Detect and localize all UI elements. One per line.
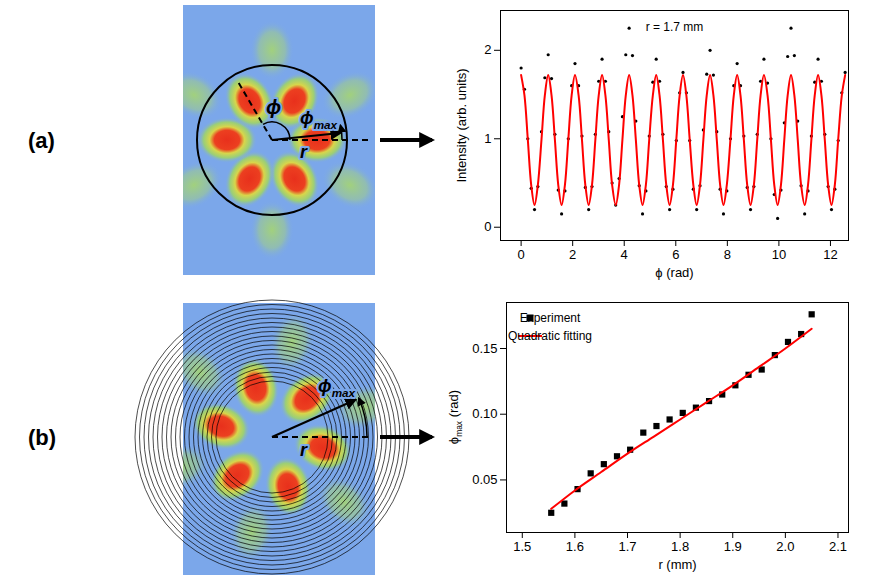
svg-text:0: 0 [518,247,525,262]
svg-text:6: 6 [672,247,679,262]
svg-text:Quadratic fitting: Quadratic fitting [508,329,592,343]
svg-text:r (mm): r (mm) [658,557,696,572]
svg-text:ϕmax (rad): ϕmax (rad) [446,390,464,444]
svg-text:1.8: 1.8 [671,539,689,554]
svg-text:1.7: 1.7 [618,539,636,554]
svg-text:10: 10 [772,247,786,262]
svg-text:(b): (b) [28,425,56,450]
svg-text:r: r [300,440,308,460]
svg-text:2: 2 [484,42,491,57]
svg-text:ϕ: ϕ [266,96,281,118]
svg-text:1.6: 1.6 [566,539,584,554]
svg-text:ϕmax: ϕmax [300,108,338,131]
svg-text:(a): (a) [28,128,55,153]
svg-text:r = 1.7 mm: r = 1.7 mm [646,20,704,34]
svg-text:12: 12 [823,247,837,262]
svg-text:2.1: 2.1 [829,539,847,554]
svg-text:r: r [300,142,308,162]
svg-text:ϕmax: ϕmax [318,376,356,399]
svg-text:2.0: 2.0 [776,539,794,554]
svg-text:0.10: 0.10 [472,406,497,421]
svg-text:0: 0 [484,219,491,234]
svg-text:0.05: 0.05 [472,472,497,487]
svg-text:1.9: 1.9 [724,539,742,554]
svg-text:1: 1 [484,131,491,146]
svg-text:ϕ (rad): ϕ (rad) [655,265,693,280]
svg-text:4: 4 [621,247,628,262]
svg-text:1.5: 1.5 [513,539,531,554]
svg-text:0.15: 0.15 [472,341,497,356]
svg-text:2: 2 [569,247,576,262]
svg-text:Intensity (arb. units): Intensity (arb. units) [454,68,469,182]
svg-text:Experiment: Experiment [520,311,581,325]
svg-text:8: 8 [724,247,731,262]
